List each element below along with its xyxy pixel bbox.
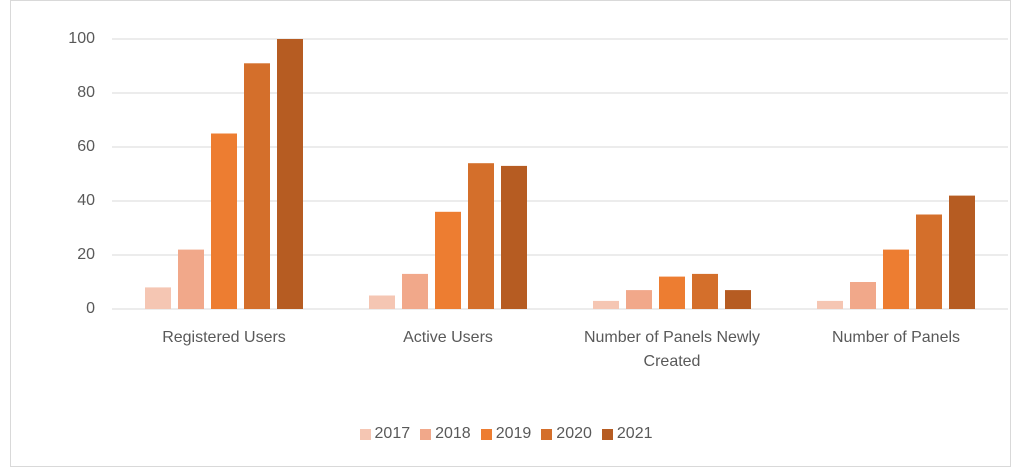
bar — [626, 290, 652, 309]
bar — [211, 133, 237, 309]
bar — [883, 249, 909, 309]
legend: 2017 2018 2019 2020 2021 — [0, 425, 1012, 443]
x-tick-label: Registered Users — [162, 329, 286, 346]
bar — [949, 195, 975, 309]
legend-item: 2017 — [359, 425, 411, 443]
bar — [145, 287, 171, 309]
legend-label: 2018 — [435, 425, 471, 442]
legend-label: 2019 — [495, 425, 532, 442]
y-tick-label: 100 — [68, 30, 95, 47]
legend-label: 2020 — [556, 425, 592, 442]
legend-item: 2021 — [601, 425, 653, 443]
x-tick-label: Active Users — [403, 329, 493, 346]
bar — [501, 165, 527, 309]
bar — [817, 300, 843, 309]
bar — [369, 295, 395, 309]
bar — [593, 300, 619, 309]
bar — [402, 273, 428, 309]
bar — [435, 211, 461, 309]
legend-item: 2020 — [541, 425, 592, 443]
bar — [277, 39, 303, 309]
legend-swatch — [541, 428, 553, 440]
legend-label: 2021 — [616, 425, 653, 442]
legend-swatch — [601, 428, 613, 440]
y-tick-label: 40 — [77, 192, 95, 209]
y-tick-label: 80 — [77, 84, 95, 101]
legend-swatch — [480, 428, 492, 440]
y-tick-label: 20 — [77, 246, 95, 263]
legend-item: 2018 — [420, 425, 471, 443]
legend-label: 2017 — [374, 425, 411, 442]
bar — [659, 276, 685, 309]
y-tick-label: 60 — [77, 138, 95, 155]
legend-swatch — [359, 428, 371, 440]
bar — [178, 249, 204, 309]
bar — [725, 290, 751, 309]
x-tick-label: Number of Panels Newly Created — [583, 329, 761, 370]
bar — [850, 282, 876, 309]
x-tick-label: Number of Panels — [831, 329, 961, 346]
legend-swatch — [420, 428, 432, 440]
y-tick-label: 0 — [86, 300, 95, 317]
bar — [692, 273, 718, 309]
legend-item: 2019 — [480, 425, 532, 443]
bar — [468, 163, 494, 309]
bar — [916, 214, 942, 309]
bar — [244, 63, 270, 309]
